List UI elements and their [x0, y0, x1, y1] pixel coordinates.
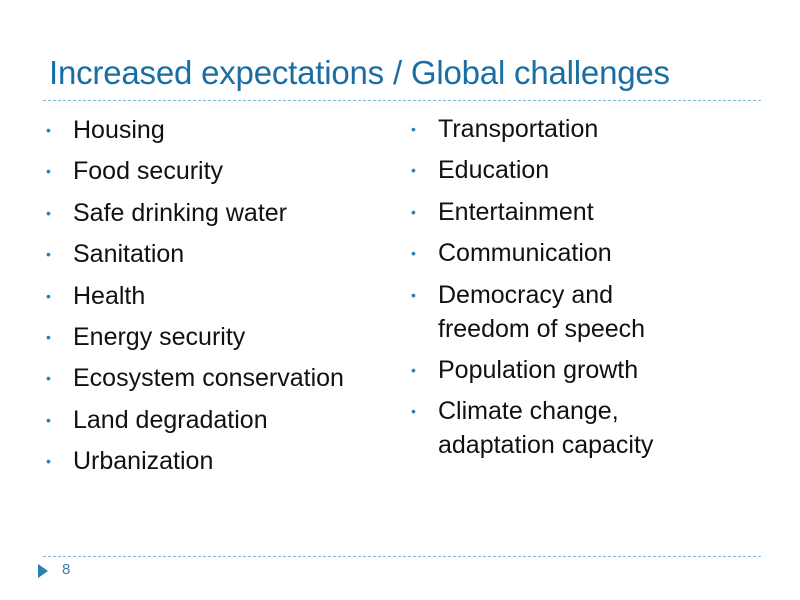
list-item-label: Entertainment: [438, 197, 594, 226]
play-arrow-icon: [38, 564, 48, 578]
bullet-icon: •: [411, 403, 416, 420]
bullet-icon: •: [411, 286, 416, 303]
list-item-label: Food security: [73, 157, 224, 186]
list-item-label: Ecosystem conservation: [73, 364, 344, 393]
bullet-icon: •: [411, 162, 416, 179]
bullet-icon: •: [46, 204, 51, 221]
list-item: • Ecosystem conservation: [45, 361, 395, 395]
bullet-icon: •: [411, 361, 416, 378]
list-item: • Transportation: [410, 112, 760, 146]
list-item: • Communication: [410, 236, 760, 270]
list-item-label: Communication: [438, 239, 612, 268]
list-item: • Education: [410, 153, 760, 187]
bullet-icon: •: [46, 163, 51, 180]
list-item-label: Democracy and freedom of speech: [438, 280, 646, 343]
bullet-icon: •: [411, 121, 416, 137]
list-item-label: Urbanization: [73, 447, 214, 476]
list-item: • Food security: [45, 154, 395, 188]
bullet-icon: •: [46, 370, 51, 387]
list-item: • Entertainment: [410, 195, 760, 229]
page-number: 8: [62, 561, 71, 578]
list-item-label: Population growth: [438, 355, 639, 384]
title-divider: [43, 100, 761, 101]
list-item-label: Transportation: [438, 115, 599, 143]
list-item-label: Health: [73, 281, 146, 310]
list-item-label: Safe drinking water: [73, 198, 288, 227]
list-item: • Safe drinking water: [45, 196, 395, 230]
bullet-icon: •: [46, 122, 51, 138]
right-bullet-list: • Transportation • Education • Entertainmen…: [410, 112, 760, 470]
list-item-label: Land degradation: [73, 405, 268, 434]
bullet-icon: •: [411, 245, 416, 262]
list-item: • Democracy and freedom of speech: [410, 278, 760, 346]
list-item: • Energy security: [45, 320, 395, 354]
list-item-label: Energy security: [73, 322, 246, 351]
left-bullet-list: • Housing • Food security • Safe drinking w…: [45, 113, 395, 486]
bullet-icon: •: [411, 203, 416, 220]
bullet-icon: •: [46, 246, 51, 263]
list-item: • Health: [45, 279, 395, 313]
list-item: • Population growth: [410, 353, 760, 387]
list-item-label: Housing: [73, 116, 165, 144]
list-item-label: Education: [438, 156, 550, 185]
list-item-label: Sanitation: [73, 240, 185, 269]
list-item: • Urbanization: [45, 444, 395, 478]
bullet-icon: •: [46, 453, 51, 470]
bullet-icon: •: [46, 411, 51, 428]
bullet-icon: •: [46, 328, 51, 345]
list-item: • Sanitation: [45, 237, 395, 271]
list-item: • Climate change, adaptation capacity: [410, 394, 760, 462]
list-item-label: Climate change, adaptation capacity: [438, 397, 654, 460]
footer-divider: [43, 556, 761, 557]
list-item: • Land degradation: [45, 403, 395, 437]
list-item: • Housing: [45, 113, 395, 147]
bullet-icon: •: [46, 287, 51, 304]
slide-title: Increased expectations / Global challeng…: [49, 54, 670, 91]
